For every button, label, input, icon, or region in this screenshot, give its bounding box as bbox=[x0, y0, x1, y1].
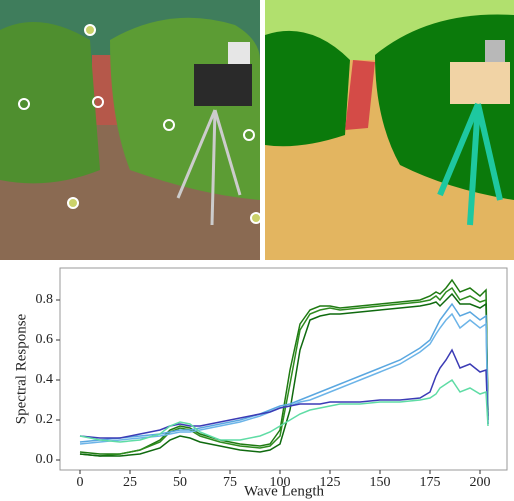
x-tick-label: 100 bbox=[270, 475, 291, 490]
y-tick-label: 0.0 bbox=[36, 452, 54, 467]
y-tick-label: 0.4 bbox=[36, 372, 54, 387]
x-tick-label: 50 bbox=[173, 475, 187, 490]
x-tick-label: 25 bbox=[123, 475, 137, 490]
x-tick-label: 0 bbox=[77, 475, 84, 490]
x-tick-label: 150 bbox=[370, 475, 391, 490]
series-line bbox=[80, 314, 488, 444]
series-line bbox=[80, 304, 488, 442]
segmentation bbox=[265, 0, 514, 260]
series-line bbox=[80, 294, 488, 456]
x-tick-label: 75 bbox=[223, 475, 237, 490]
series-line bbox=[80, 350, 488, 438]
y-tick-label: 0.2 bbox=[36, 412, 54, 427]
x-tick-label: 175 bbox=[420, 475, 441, 490]
figure: Wave Length Spectral Response 0.00.20.40… bbox=[0, 0, 514, 501]
x-tick-label: 125 bbox=[320, 475, 341, 490]
y-axis-label: Spectral Response bbox=[13, 313, 29, 424]
y-tick-label: 0.8 bbox=[36, 292, 54, 307]
x-tick-label: 200 bbox=[470, 475, 491, 490]
photo bbox=[0, 0, 261, 260]
y-tick-label: 0.6 bbox=[36, 332, 54, 347]
